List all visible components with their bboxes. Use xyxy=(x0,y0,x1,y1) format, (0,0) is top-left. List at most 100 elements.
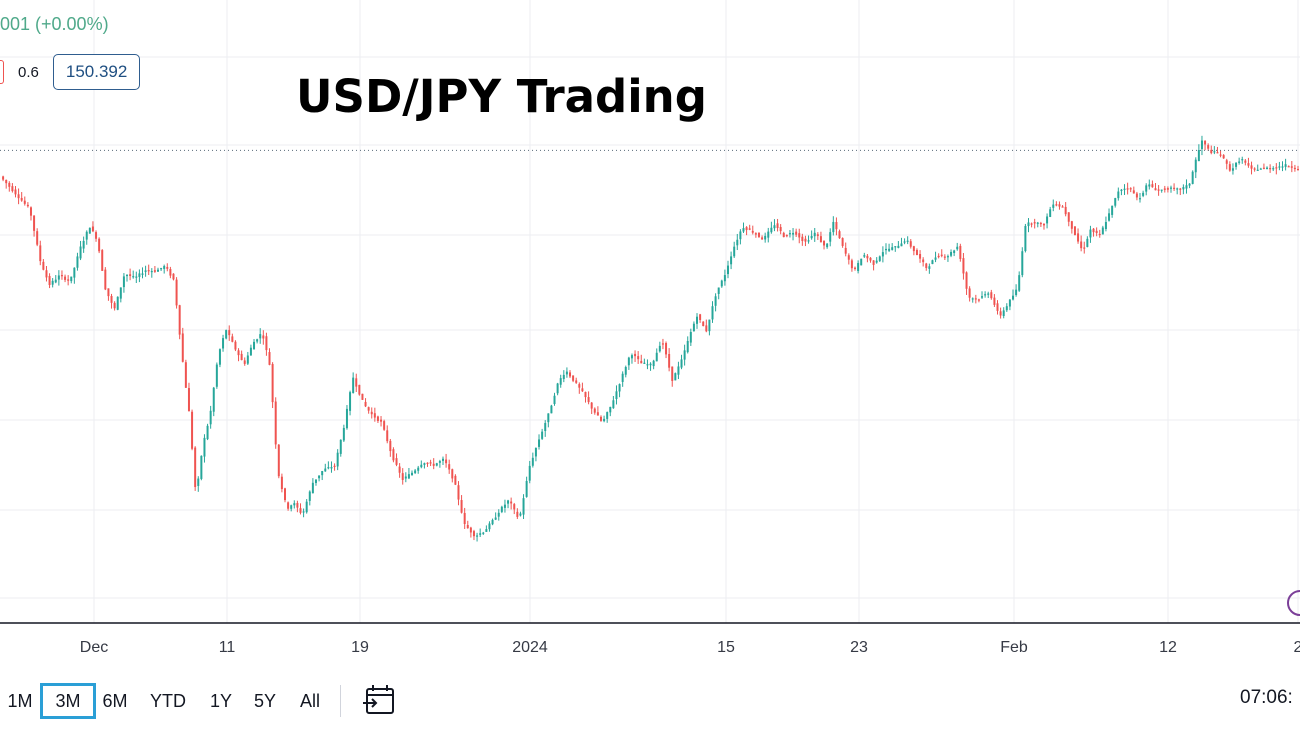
candle-body xyxy=(411,472,414,475)
candle-body xyxy=(197,478,200,486)
candle-body xyxy=(1046,216,1049,224)
candle-body xyxy=(70,276,73,282)
x-axis-tick-labels: Dec 11 19 2024 15 23 Feb 12 2 xyxy=(80,639,1300,656)
candle-body xyxy=(547,413,550,423)
candle-body xyxy=(1151,184,1154,188)
range-button-1m[interactable]: 1M xyxy=(0,683,40,719)
candle-body xyxy=(404,476,407,479)
candle-body xyxy=(1179,188,1182,190)
scroll-to-realtime-icon[interactable] xyxy=(1287,590,1300,616)
candle-body xyxy=(116,296,119,310)
candle-body xyxy=(1228,164,1231,171)
price-input-box[interactable]: 150.392 xyxy=(52,54,141,90)
candle-body xyxy=(686,340,689,353)
candle-body xyxy=(423,463,426,465)
candle-body xyxy=(67,279,70,281)
range-button-all[interactable]: All xyxy=(290,683,330,719)
candle-body xyxy=(29,207,32,216)
candle-body xyxy=(1290,166,1293,168)
candle-body xyxy=(1077,233,1080,242)
candle-body xyxy=(54,279,57,283)
range-button-5y[interactable]: 5Y xyxy=(246,683,284,719)
candle-body xyxy=(798,233,801,238)
candle-body xyxy=(45,270,48,278)
candle-body xyxy=(813,232,816,237)
candle-body xyxy=(1284,164,1287,167)
indicator-value: 0.6 xyxy=(18,63,39,81)
candle-body xyxy=(1024,225,1027,252)
candle-body xyxy=(875,260,878,263)
candle-body xyxy=(215,364,218,387)
candle-body xyxy=(336,452,339,467)
candle-body xyxy=(234,341,237,350)
candle-body xyxy=(57,275,60,280)
candle-body xyxy=(624,366,627,375)
candle-body xyxy=(754,233,757,235)
candle-body xyxy=(101,250,104,271)
candle-body xyxy=(448,464,451,470)
range-button-1y[interactable]: 1Y xyxy=(202,683,240,719)
candle-body xyxy=(556,383,559,394)
price-chart[interactable]: Dec 11 19 2024 15 23 Feb 12 2 xyxy=(0,0,1300,672)
candle-body xyxy=(265,336,268,351)
candle-body xyxy=(243,360,246,364)
candle-body xyxy=(166,266,169,269)
candle-body xyxy=(919,254,922,259)
candle-body xyxy=(1241,159,1244,161)
candle-body xyxy=(795,231,798,235)
candle-body xyxy=(655,352,658,362)
candle-body xyxy=(129,274,132,276)
candle-body xyxy=(256,339,259,342)
candle-body xyxy=(606,412,609,419)
candle-body xyxy=(562,374,565,380)
candle-body xyxy=(974,298,977,300)
range-button-6m[interactable]: 6M xyxy=(96,683,134,719)
candle-body xyxy=(866,255,869,259)
candle-body xyxy=(981,296,984,298)
candle-body xyxy=(441,458,444,461)
candle-body xyxy=(95,232,98,239)
candle-body xyxy=(395,458,398,465)
x-tick-label: 23 xyxy=(850,639,868,656)
candle-body xyxy=(826,243,829,248)
candle-body xyxy=(603,418,606,422)
candle-body xyxy=(884,248,887,251)
candle-body xyxy=(485,529,488,532)
candle-body xyxy=(417,467,420,471)
candle-body xyxy=(1101,227,1104,235)
candle-body xyxy=(816,234,819,237)
candle-body xyxy=(984,294,987,296)
candle-body xyxy=(271,364,274,403)
clock-time: 07:06: xyxy=(1240,687,1293,708)
candle-body xyxy=(228,330,231,336)
candle-body xyxy=(522,498,525,515)
range-button-ytd[interactable]: YTD xyxy=(142,683,194,719)
candle-body xyxy=(683,350,686,360)
candle-body xyxy=(1200,140,1203,149)
candle-body xyxy=(206,425,209,440)
candle-body xyxy=(841,238,844,246)
candle-body xyxy=(1095,230,1098,234)
candle-body xyxy=(677,366,680,375)
candle-body xyxy=(460,500,463,513)
candle-body xyxy=(398,466,401,473)
candle-body xyxy=(590,402,593,409)
candle-body xyxy=(1247,163,1250,166)
candle-body xyxy=(1173,187,1176,189)
range-button-3m[interactable]: 3M xyxy=(40,683,96,719)
candle-body xyxy=(615,391,618,400)
candle-body xyxy=(333,465,336,467)
candle-body xyxy=(1036,222,1039,224)
candle-body xyxy=(652,360,655,367)
candle-body xyxy=(857,263,860,271)
candle-body xyxy=(658,345,661,352)
candle-body xyxy=(1194,159,1197,173)
chart-title: USD/JPY Trading xyxy=(296,70,707,123)
candle-body xyxy=(73,267,76,278)
candle-body xyxy=(674,373,677,381)
candle-body xyxy=(302,511,305,513)
candle-body xyxy=(630,355,633,359)
candle-body xyxy=(736,239,739,246)
candle-body xyxy=(1098,233,1101,236)
calendar-goto-icon[interactable] xyxy=(360,683,400,719)
